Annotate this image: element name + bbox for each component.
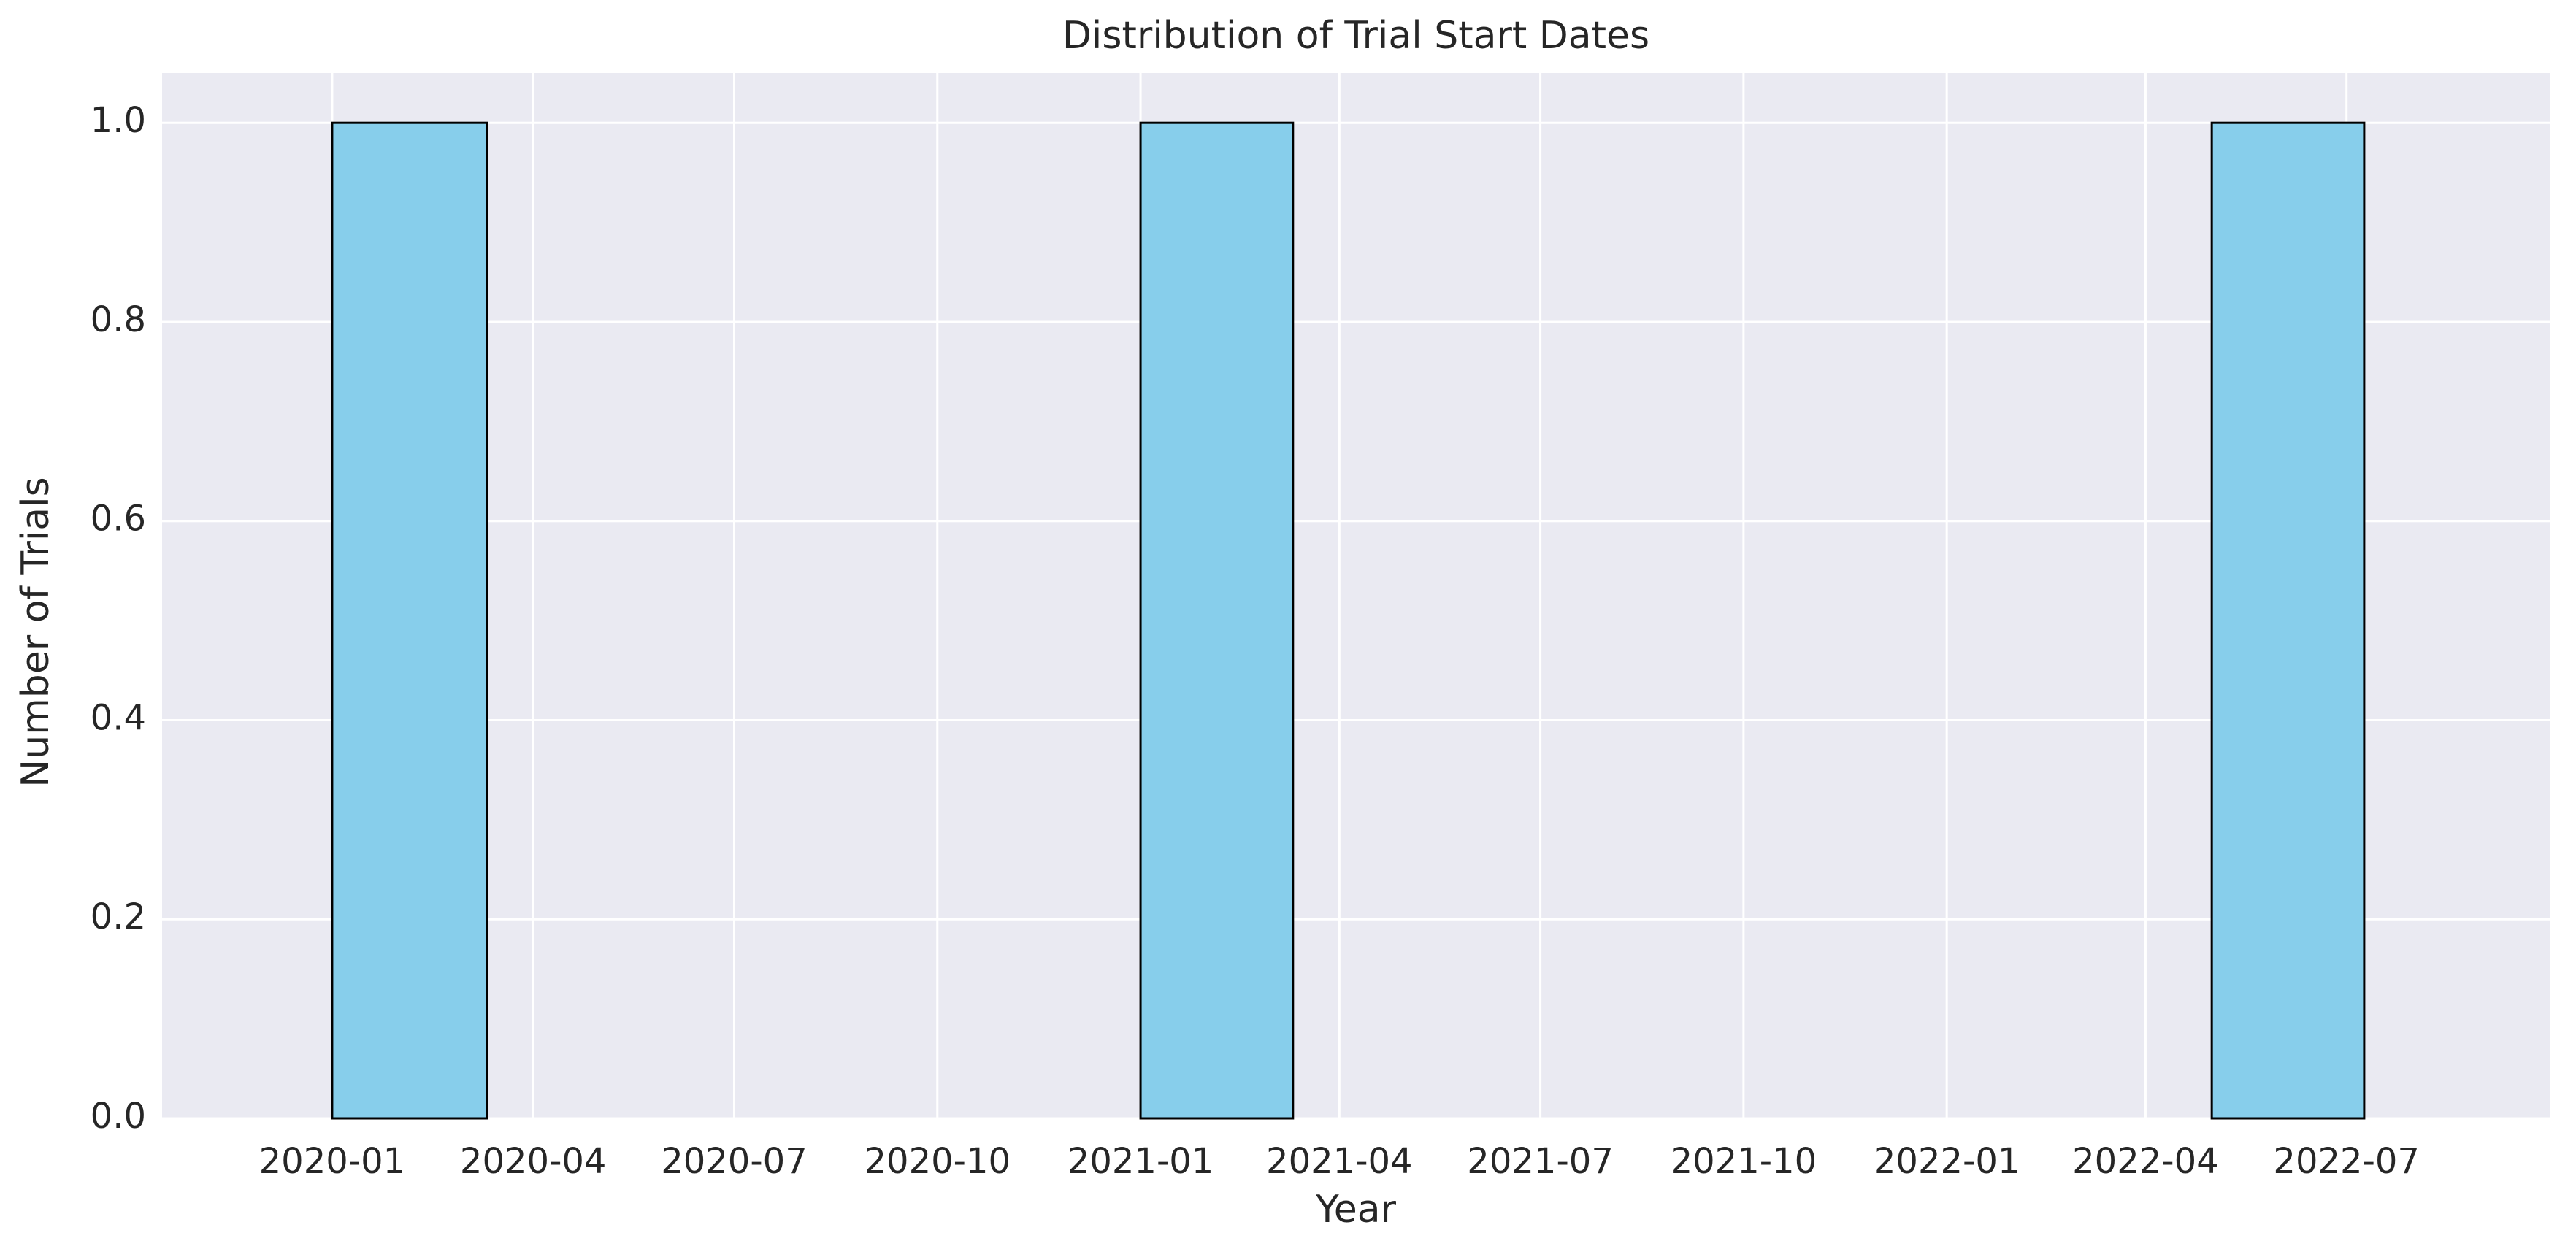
- plot-area: [162, 73, 2550, 1118]
- histogram-bar: [1139, 121, 1295, 1120]
- x-tick-label: 2020-04: [460, 1141, 607, 1182]
- x-tick-label: 2021-04: [1266, 1141, 1413, 1182]
- y-tick-label: 0.0: [91, 1096, 146, 1137]
- y-tick-label: 0.2: [91, 896, 146, 937]
- x-tick-label: 2020-10: [864, 1141, 1011, 1182]
- y-tick-label: 0.4: [91, 697, 146, 738]
- histogram-bar: [2210, 121, 2366, 1120]
- y-tick-label: 0.8: [91, 299, 146, 340]
- y-tick-label: 0.6: [91, 499, 146, 539]
- bars: [331, 121, 2366, 1120]
- y-axis-label: Number of Trials: [14, 477, 58, 787]
- x-tick-label: 2022-04: [2072, 1141, 2219, 1182]
- x-axis-ticks: 2020-01 2020-04 2020-07 2020-10 2021-01 2021-…: [259, 1141, 2420, 1182]
- x-tick-label: 2020-07: [661, 1141, 808, 1182]
- x-tick-label: 2021-10: [1671, 1141, 1817, 1182]
- y-tick-label: 1.0: [91, 100, 146, 141]
- x-tick-label: 2021-07: [1467, 1141, 1614, 1182]
- x-tick-label: 2021-01: [1067, 1141, 1214, 1182]
- x-tick-label: 2022-01: [1874, 1141, 2020, 1182]
- x-tick-label: 2020-01: [259, 1141, 406, 1182]
- histogram-bar: [331, 121, 488, 1120]
- chart-title: Distribution of Trial Start Dates: [1062, 14, 1649, 58]
- y-axis-ticks: 0.0 0.2 0.4 0.6 0.8 1.0: [91, 100, 146, 1137]
- x-axis-label: Year: [1315, 1188, 1397, 1232]
- x-tick-label: 2022-07: [2273, 1141, 2420, 1182]
